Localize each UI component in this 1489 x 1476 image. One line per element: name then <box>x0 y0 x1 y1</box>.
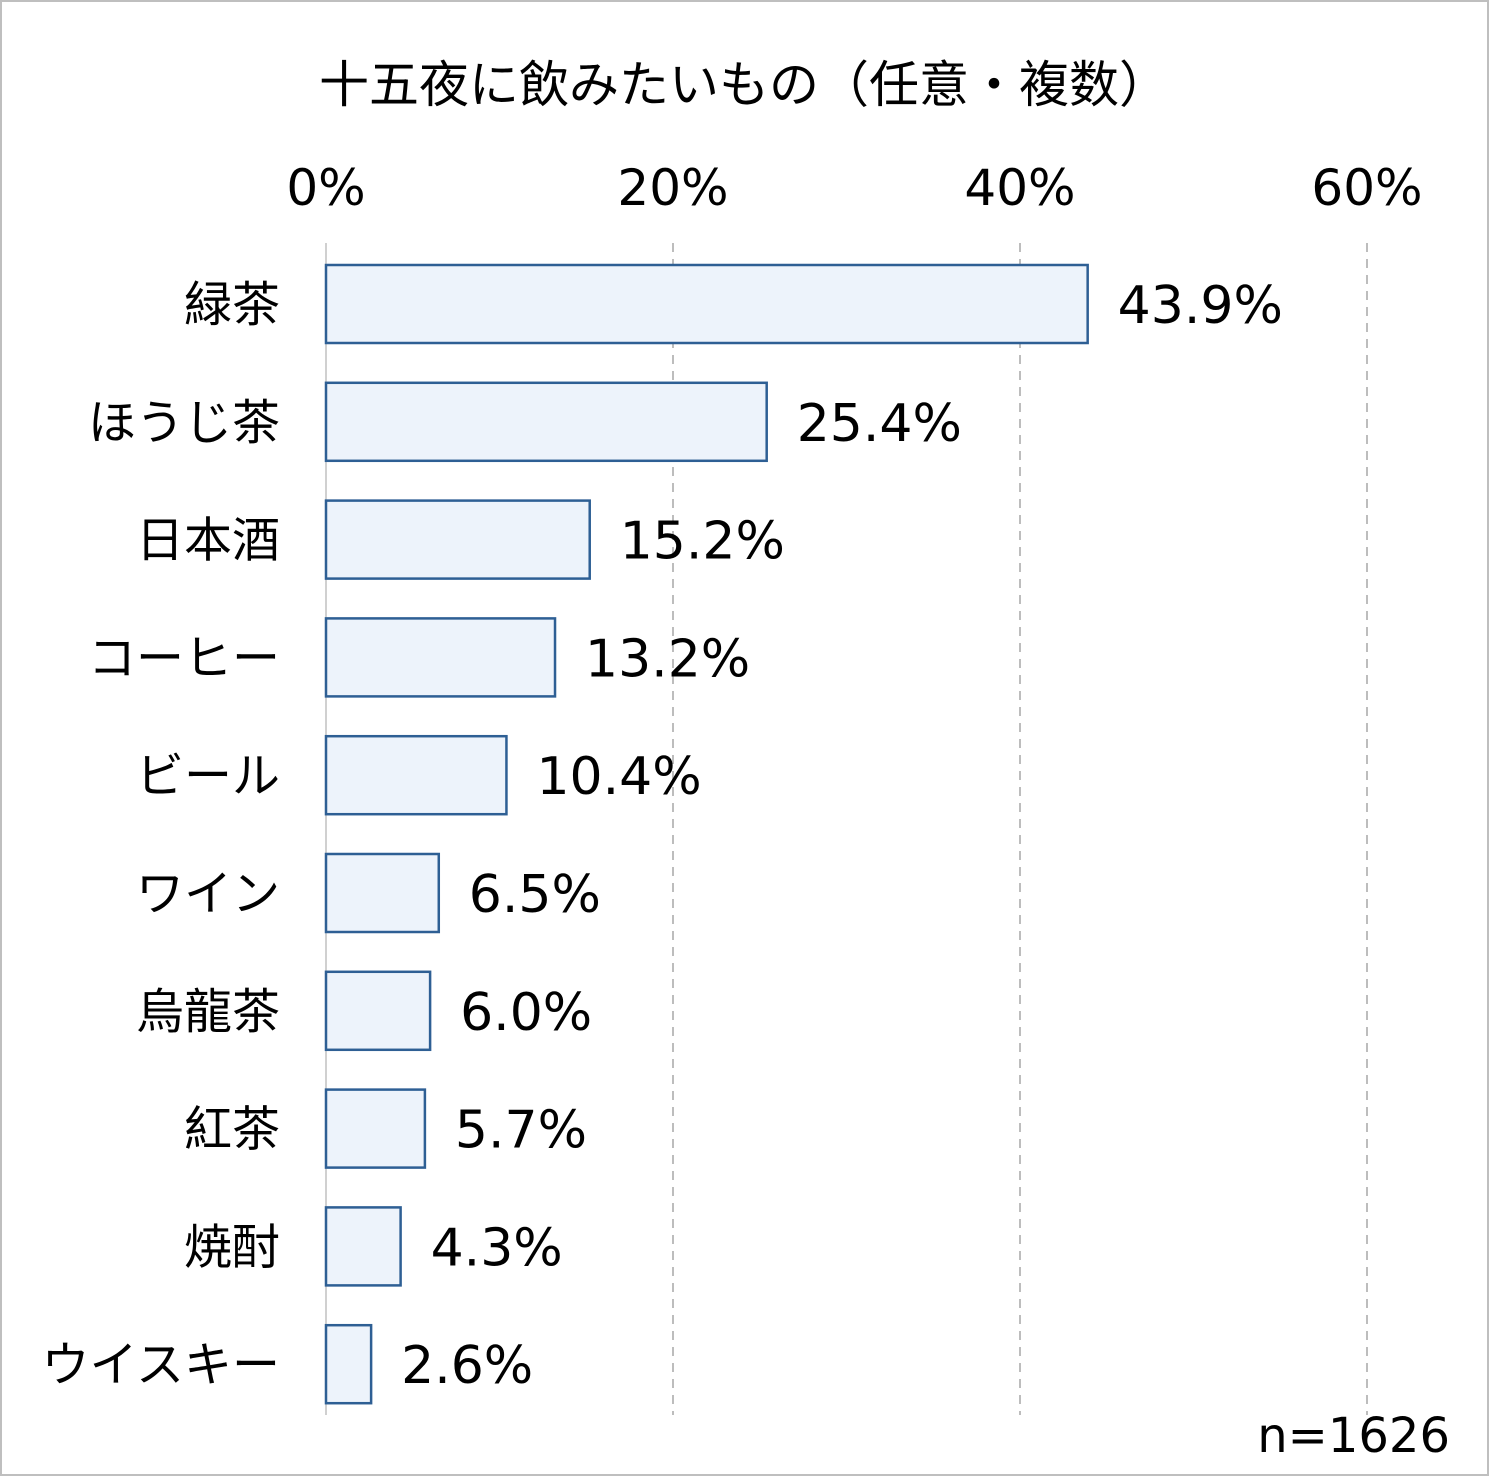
category-label: コーヒー <box>88 630 280 686</box>
category-label: 烏龍茶 <box>136 984 280 1040</box>
value-label: 6.0% <box>460 983 592 1043</box>
bar <box>324 734 508 816</box>
bar <box>324 1088 427 1169</box>
category-label: ほうじ茶 <box>88 395 280 451</box>
x-axis-tick-labels: 0% 20% 40% 60% <box>286 159 1422 217</box>
category-label: ワイン <box>136 866 280 922</box>
bar <box>324 852 441 934</box>
category-label: 緑茶 <box>184 277 280 333</box>
category-label: 紅茶 <box>184 1102 280 1158</box>
value-label: 2.6% <box>401 1336 533 1396</box>
bar <box>324 263 1089 345</box>
value-label: 15.2% <box>620 512 785 572</box>
bar <box>324 381 768 463</box>
sample-size-note: n=1626 <box>1257 1408 1450 1464</box>
category-label: 日本酒 <box>136 513 280 569</box>
bar <box>324 617 557 698</box>
value-label: 6.5% <box>469 865 601 925</box>
chart-title: 十五夜に飲みたいもの（任意・複数） <box>319 56 1169 114</box>
value-label: 43.9% <box>1118 276 1283 336</box>
value-labels: 43.9% 25.4%15.2% 13.2% 10.4% 6.5% 6.0% 5.7% 4.3… <box>401 276 1283 1396</box>
bar <box>324 1206 402 1287</box>
value-label: 25.4% <box>797 394 962 454</box>
x-tick-label: 20% <box>617 159 728 217</box>
value-label: 10.4% <box>536 747 701 807</box>
x-tick-label: 40% <box>964 159 1075 217</box>
value-label: 4.3% <box>431 1218 563 1278</box>
value-label: 5.7% <box>455 1101 587 1161</box>
category-label: ビール <box>136 748 280 804</box>
x-tick-label: 0% <box>286 159 365 217</box>
bars <box>324 263 1089 1405</box>
bar <box>324 970 432 1052</box>
gridlines <box>672 243 1368 1415</box>
bar <box>324 499 591 580</box>
category-label: 焼酎 <box>184 1219 280 1275</box>
x-tick-label: 60% <box>1311 159 1422 217</box>
category-label: ウイスキー <box>41 1337 280 1393</box>
value-label: 13.2% <box>585 629 750 689</box>
bar <box>324 1323 373 1405</box>
